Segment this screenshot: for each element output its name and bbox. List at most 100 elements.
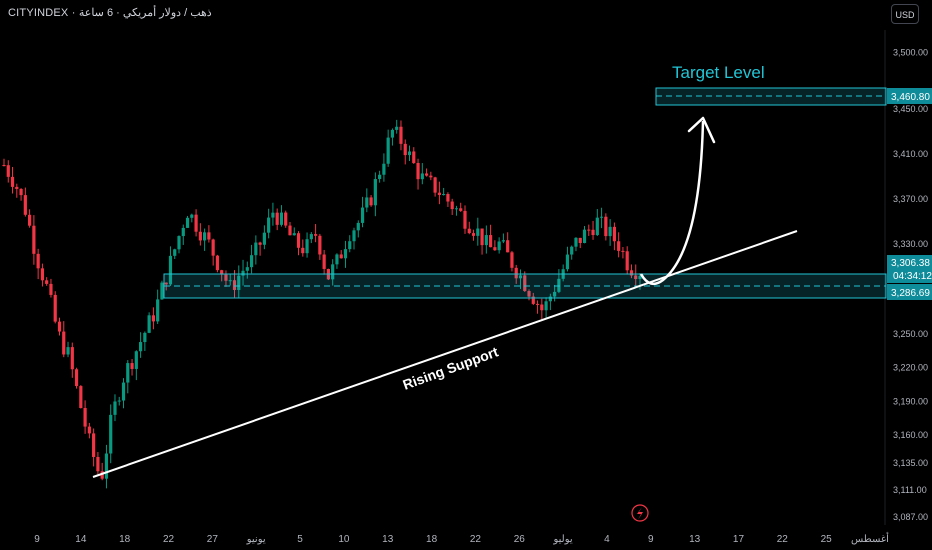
candle-body [433, 177, 437, 193]
candle-body [634, 275, 638, 280]
candle-body [565, 254, 570, 270]
candle-body [335, 254, 339, 265]
candle-body [279, 212, 284, 225]
candle-body [74, 369, 79, 387]
price-tick-label: 3,450.00 [893, 104, 928, 114]
candle-body [548, 296, 552, 302]
candle-body [62, 331, 66, 355]
candle-body [638, 275, 642, 280]
candle-body [207, 232, 211, 240]
candle-body [412, 151, 416, 163]
price-tick-label: 3,220.00 [893, 363, 928, 373]
candle-body [591, 229, 595, 236]
time-tick-label: 14 [75, 534, 87, 545]
candle-body [113, 401, 117, 415]
candle-body [544, 301, 548, 311]
candle-body [570, 246, 574, 255]
candle-body [506, 240, 510, 253]
candle-body [267, 217, 271, 233]
candle-body [284, 212, 288, 226]
time-tick-label: 22 [163, 534, 175, 545]
candle-body [395, 126, 399, 130]
rising-support-line[interactable] [92, 230, 798, 478]
candle-body [87, 426, 91, 434]
candle-body [535, 303, 540, 305]
candle-body [621, 250, 625, 252]
time-tick-label: 22 [777, 534, 789, 545]
alert-icon[interactable] [631, 504, 649, 522]
candle-body [343, 249, 348, 259]
candle-body [177, 236, 181, 250]
candle-body [19, 188, 23, 196]
candle-body [523, 275, 527, 292]
price-tick-label: 3,190.00 [893, 396, 928, 406]
symbol-header[interactable]: CITYINDEX · ذهب / دولار أمريكي · 6 ساعة [8, 7, 212, 19]
candle-body [198, 231, 202, 241]
candle-body [130, 363, 134, 369]
candle-body [126, 363, 130, 383]
price-tick-label: 3,135.00 [893, 458, 928, 468]
candle-body [390, 129, 395, 138]
candle-body [454, 208, 459, 210]
target-level-label: Target Level [672, 63, 765, 82]
candle-body [254, 242, 258, 256]
candle-body [420, 173, 424, 180]
candle-body [459, 208, 463, 211]
candle-body [378, 174, 382, 180]
time-axis[interactable]: 9 14 18 22 27 يونيو 5 10 13 18 22 26 يوليو 4 9 13 17 22 25… [34, 532, 889, 545]
time-tick-label: أغسطس [851, 532, 889, 545]
currency-button[interactable]: USD [891, 4, 919, 24]
candle-body [275, 212, 279, 225]
candle-body [66, 347, 70, 355]
candle-body [382, 163, 386, 175]
price-tick-label: 3,250.00 [893, 329, 928, 339]
candle-body [527, 291, 531, 297]
candle-body [203, 232, 207, 241]
candle-body [147, 315, 151, 333]
candle-body [215, 255, 220, 271]
time-tick-label: 9 [34, 534, 40, 545]
candle-body [288, 225, 292, 236]
candle-body [220, 270, 224, 275]
candle-body [10, 176, 15, 187]
candle-body [296, 233, 301, 248]
lightning-glyph [637, 507, 643, 520]
time-tick-label: 18 [119, 534, 131, 545]
candle-body [211, 239, 215, 256]
candle-body [557, 278, 561, 292]
candle-body [245, 267, 249, 271]
target-price-tag [887, 88, 932, 104]
time-tick-label: 13 [382, 534, 394, 545]
candle-body [138, 342, 143, 352]
candle-body [484, 235, 488, 246]
candle-body [352, 230, 356, 242]
price-axis[interactable]: 3,500.00 3,450.00 3,410.00 3,370.00 3,330.00… [893, 48, 928, 523]
candle-body [36, 253, 40, 269]
projection-arrow[interactable] [639, 120, 705, 286]
candle-body [249, 255, 254, 268]
time-tick-label: 13 [689, 534, 701, 545]
candle-body [104, 453, 109, 479]
candle-body [446, 194, 450, 202]
candle-body [292, 233, 296, 236]
candle-body [23, 195, 27, 215]
time-tick-label: 9 [648, 534, 654, 545]
time-tick-label: 4 [604, 534, 610, 545]
candle-body [117, 400, 121, 402]
candle-body [121, 382, 126, 401]
candle-body [224, 274, 228, 281]
candle-body [301, 247, 305, 254]
candle-body [181, 227, 185, 237]
time-tick-label: 22 [470, 534, 482, 545]
candle-body [6, 165, 10, 177]
candle-body [2, 165, 6, 166]
candle-body [262, 232, 266, 245]
candle-body [373, 179, 377, 206]
candle-body [190, 214, 194, 218]
candle-body [109, 414, 113, 454]
candle-body [331, 264, 335, 280]
candle-body [100, 471, 104, 479]
time-tick-label: 10 [338, 534, 350, 545]
candle-body [553, 291, 557, 297]
